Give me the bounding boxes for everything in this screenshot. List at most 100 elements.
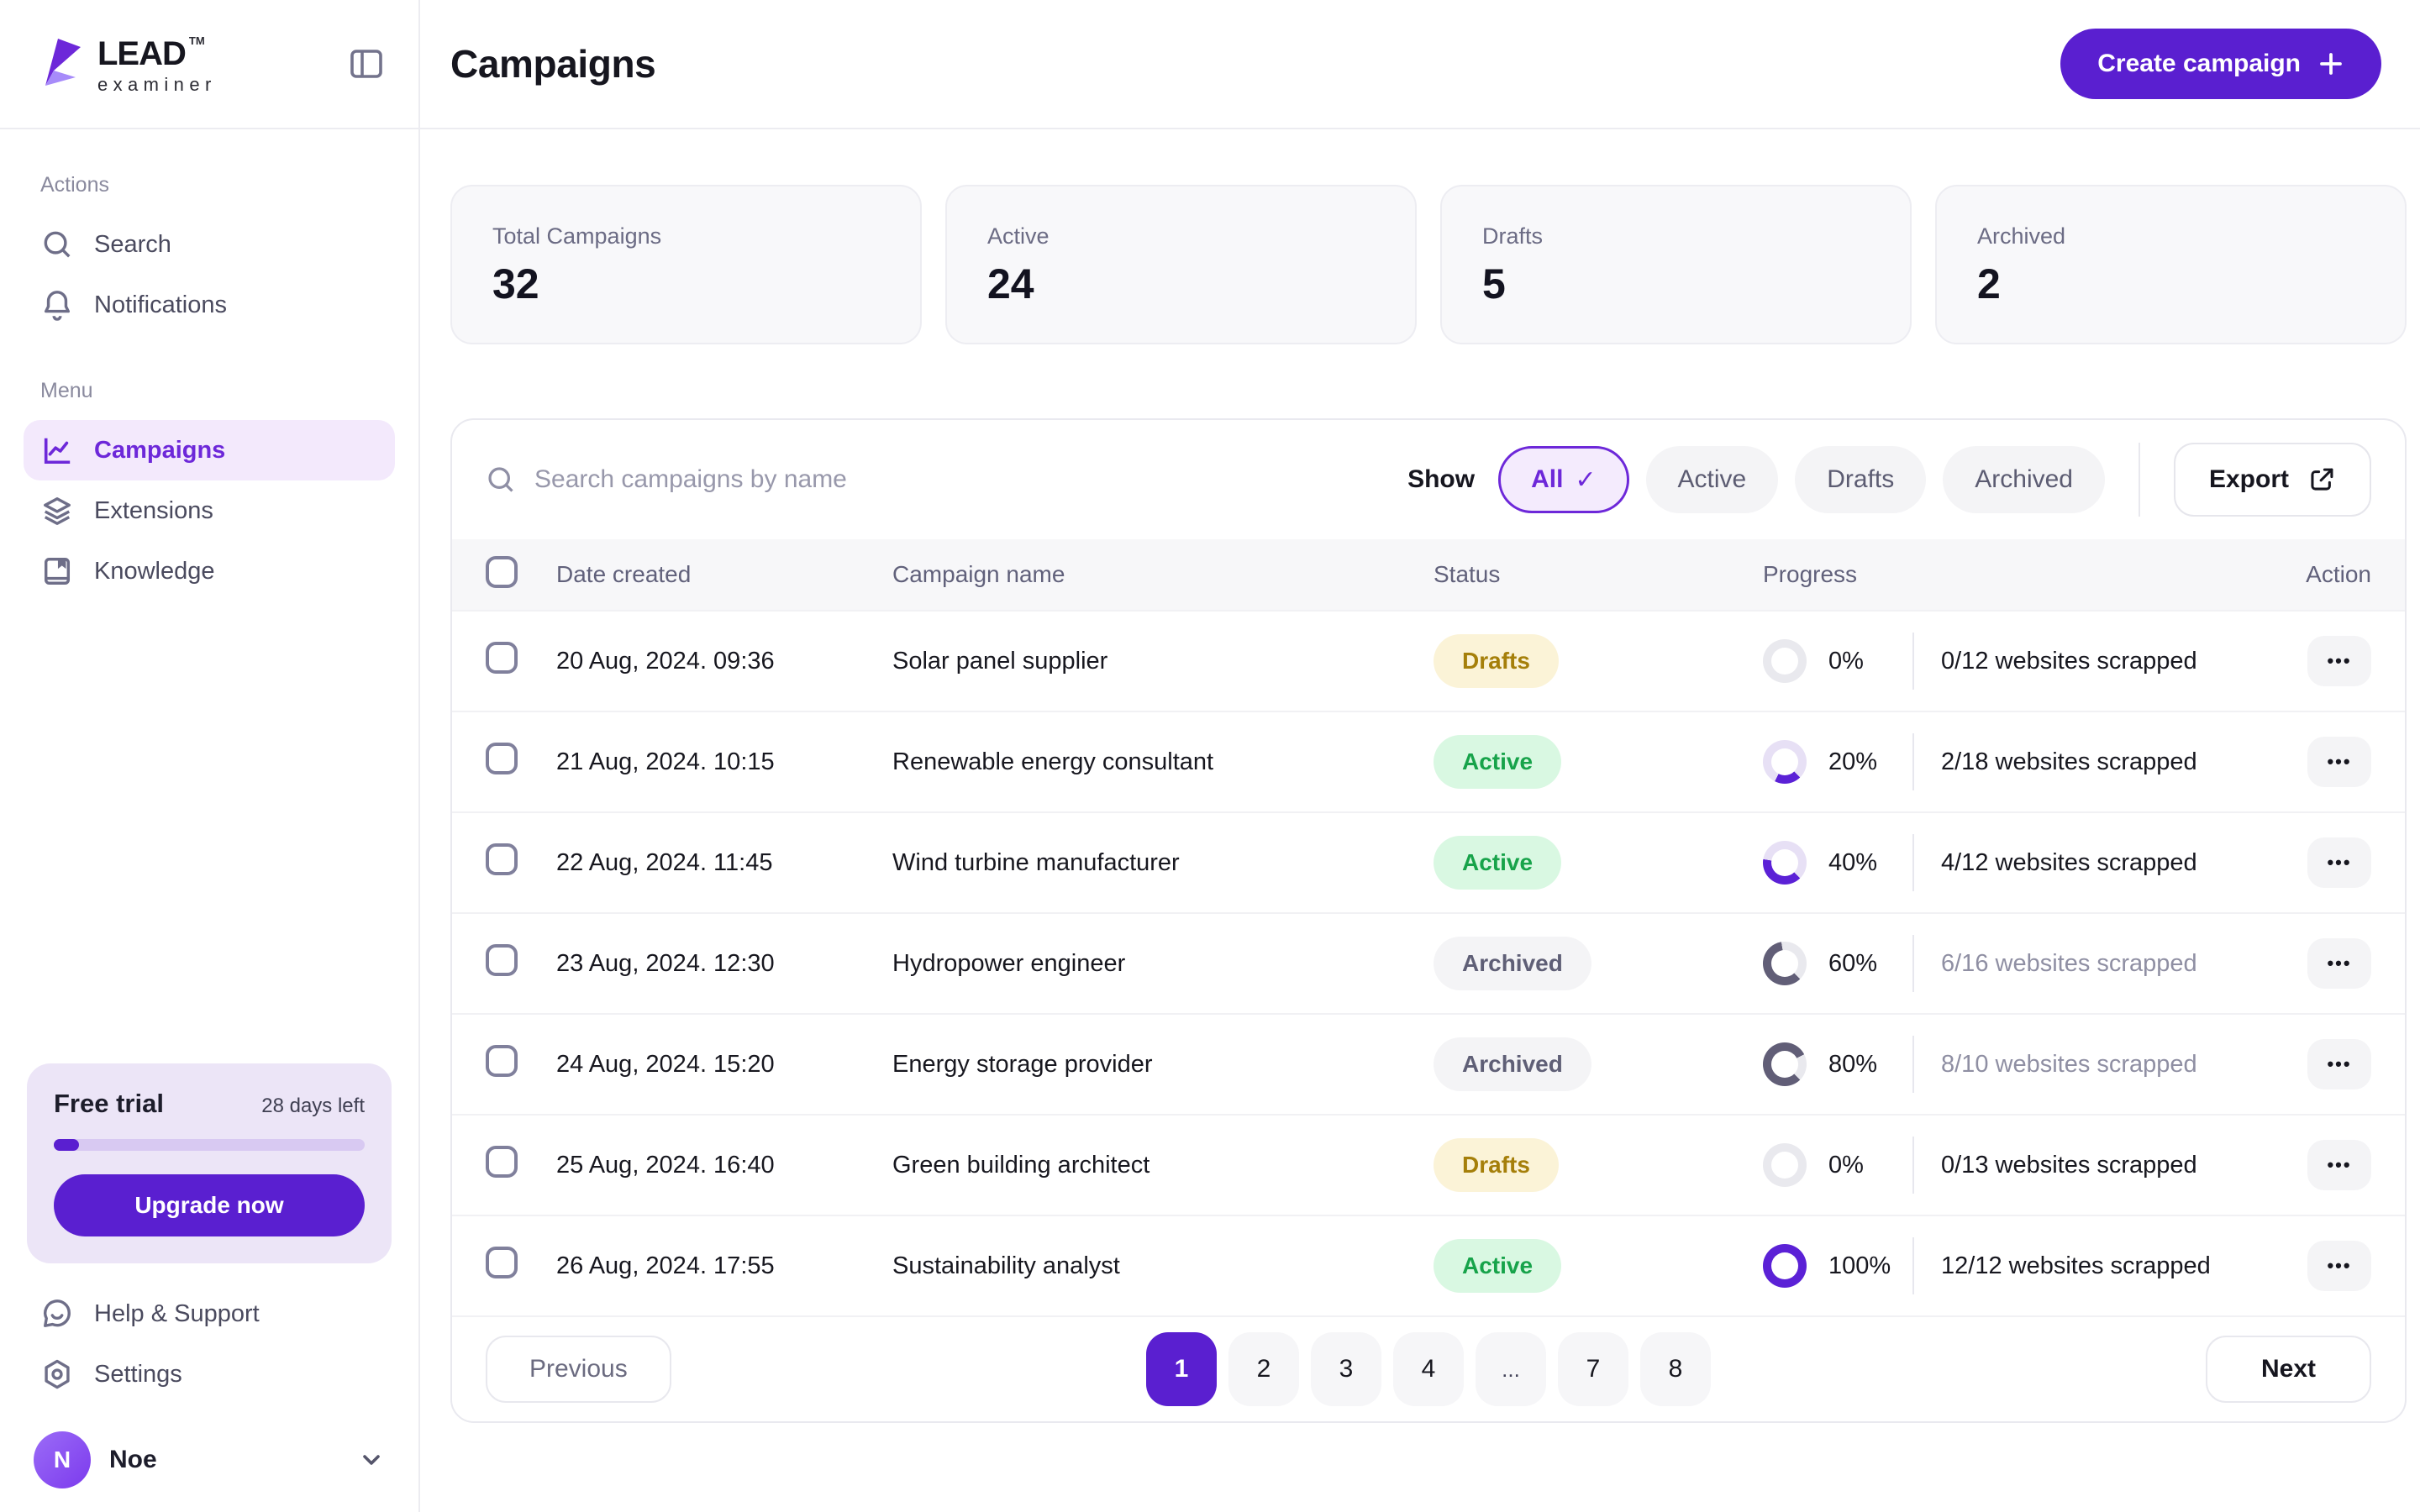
divider	[1912, 1137, 1914, 1194]
previous-page-button[interactable]: Previous	[486, 1336, 671, 1403]
progress-label: 6/16 websites scrapped	[1941, 949, 2197, 977]
divider	[1912, 1237, 1914, 1294]
progress-ring	[1763, 1042, 1807, 1086]
table-row[interactable]: 24 Aug, 2024. 15:20 Energy storage provi…	[452, 1013, 2405, 1114]
sidebar-item-campaigns[interactable]: Campaigns	[24, 420, 395, 480]
stat-card: Total Campaigns 32	[450, 185, 922, 344]
page-button[interactable]: 2	[1228, 1332, 1299, 1406]
main-panel: Campaigns Create campaign Total Campaign…	[420, 0, 2420, 1512]
table-row[interactable]: 20 Aug, 2024. 09:36 Solar panel supplier…	[452, 610, 2405, 711]
sidebar-item-search[interactable]: Search	[24, 214, 395, 275]
stat-card: Drafts 5	[1440, 185, 1912, 344]
page-button[interactable]: 8	[1640, 1332, 1711, 1406]
ellipsis-icon: •••	[2327, 650, 2352, 671]
row-checkbox[interactable]	[486, 843, 518, 875]
table-row[interactable]: 25 Aug, 2024. 16:40 Green building archi…	[452, 1114, 2405, 1215]
row-checkbox[interactable]	[486, 1247, 518, 1278]
row-actions-button[interactable]: •••	[2307, 737, 2371, 787]
table-row[interactable]: 21 Aug, 2024. 10:15 Renewable energy con…	[452, 711, 2405, 811]
brand-text: LEAD TM examiner	[97, 34, 217, 94]
user-menu[interactable]: N Noe	[34, 1431, 385, 1488]
sidebar-collapse-button[interactable]	[348, 47, 385, 81]
page-button[interactable]: 1	[1146, 1332, 1217, 1406]
filter-pill-all[interactable]: All ✓	[1498, 446, 1629, 513]
stat-value: 5	[1482, 260, 1506, 307]
row-actions-button[interactable]: •••	[2307, 636, 2371, 686]
filter-pill-archived[interactable]: Archived	[1943, 446, 2105, 513]
sidebar-item-settings[interactable]: Settings	[24, 1344, 395, 1404]
chat-support-icon	[40, 1298, 74, 1330]
ellipsis-icon: •••	[2327, 953, 2352, 974]
sidebar-item-notifications[interactable]: Notifications	[24, 275, 395, 335]
table-row[interactable]: 22 Aug, 2024. 11:45 Wind turbine manufac…	[452, 811, 2405, 912]
progress-ring	[1763, 841, 1807, 885]
sidebar-item-knowledge[interactable]: Knowledge	[24, 541, 395, 601]
filter-pill-drafts[interactable]: Drafts	[1795, 446, 1927, 513]
table-body: 20 Aug, 2024. 09:36 Solar panel supplier…	[452, 610, 2405, 1315]
stat-value: 32	[492, 260, 539, 307]
progress-ring	[1763, 942, 1807, 985]
row-date: 20 Aug, 2024. 09:36	[556, 647, 775, 675]
divider	[1912, 633, 1914, 690]
row-date: 23 Aug, 2024. 12:30	[556, 949, 775, 977]
row-actions-button[interactable]: •••	[2307, 1241, 2371, 1291]
next-page-button[interactable]: Next	[2205, 1336, 2371, 1403]
filter-pill-active[interactable]: Active	[1645, 446, 1779, 513]
chart-line-icon	[40, 434, 74, 466]
create-campaign-button[interactable]: Create campaign	[2060, 29, 2381, 99]
row-actions-button[interactable]: •••	[2307, 938, 2371, 989]
progress-label: 0/12 websites scrapped	[1941, 647, 2197, 675]
free-trial-card: Free trial 28 days left Upgrade now	[27, 1063, 392, 1263]
page-title: Campaigns	[450, 42, 656, 86]
campaigns-table-card: Show All ✓ Active Drafts Archived Export	[450, 418, 2407, 1423]
content-area: Total Campaigns 32 Active 24 Drafts 5 Ar…	[420, 129, 2420, 1512]
progress-percent: 0%	[1828, 647, 1864, 675]
sidebar-item-label: Notifications	[94, 291, 227, 318]
search-input[interactable]	[534, 465, 1072, 494]
row-checkbox[interactable]	[486, 1146, 518, 1178]
divider	[1912, 834, 1914, 891]
progress-percent: 0%	[1828, 1151, 1864, 1179]
user-name: Noe	[109, 1446, 157, 1473]
upgrade-button[interactable]: Upgrade now	[54, 1174, 365, 1236]
ellipsis-icon: •••	[2327, 852, 2352, 873]
page-button[interactable]: 4	[1393, 1332, 1464, 1406]
ellipsis-icon: •••	[2327, 751, 2352, 772]
row-actions-button[interactable]: •••	[2307, 837, 2371, 888]
row-date: 24 Aug, 2024. 15:20	[556, 1050, 775, 1078]
sidebar-item-extensions[interactable]: Extensions	[24, 480, 395, 541]
chevron-down-icon	[358, 1446, 385, 1473]
stat-value: 24	[987, 260, 1034, 307]
row-checkbox[interactable]	[486, 743, 518, 774]
pill-label: Drafts	[1827, 465, 1895, 493]
status-badge: Drafts	[1434, 1138, 1559, 1192]
pill-label: All	[1531, 465, 1564, 493]
page-button[interactable]: 7	[1558, 1332, 1628, 1406]
progress-ring	[1763, 1244, 1807, 1288]
stat-label: Total Campaigns	[492, 223, 662, 249]
column-campaign-name: Campaign name	[892, 561, 1065, 587]
export-label: Export	[2208, 465, 2289, 493]
row-actions-button[interactable]: •••	[2307, 1140, 2371, 1190]
table-row[interactable]: 26 Aug, 2024. 17:55 Sustainability analy…	[452, 1215, 2405, 1315]
export-icon	[2307, 465, 2336, 494]
table-row[interactable]: 23 Aug, 2024. 12:30 Hydropower engineer …	[452, 912, 2405, 1013]
column-status: Status	[1434, 561, 1501, 587]
row-campaign-name: Energy storage provider	[892, 1050, 1153, 1078]
divider	[1912, 733, 1914, 790]
row-checkbox[interactable]	[486, 642, 518, 674]
page-button[interactable]: 3	[1311, 1332, 1381, 1406]
page-button[interactable]: ...	[1476, 1332, 1546, 1406]
sidebar-item-help-support[interactable]: Help & Support	[24, 1284, 395, 1344]
bell-icon	[40, 288, 74, 322]
brand-logo: LEAD TM examiner	[37, 34, 217, 94]
select-all-checkbox[interactable]	[486, 555, 518, 588]
status-badge: Archived	[1434, 1037, 1591, 1091]
stat-card: Archived 2	[1935, 185, 2407, 344]
row-actions-button[interactable]: •••	[2307, 1039, 2371, 1089]
row-checkbox[interactable]	[486, 944, 518, 976]
row-checkbox[interactable]	[486, 1045, 518, 1077]
export-button[interactable]: Export	[2173, 443, 2371, 517]
stat-label: Drafts	[1482, 223, 1544, 249]
